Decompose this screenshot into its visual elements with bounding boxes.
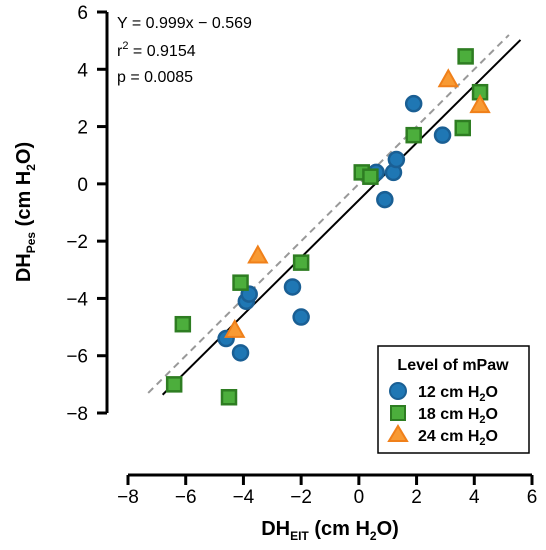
y-tick-label: 2 <box>77 118 88 139</box>
r-squared: r2 = 0.9154 <box>117 40 196 60</box>
x-tick-label: 0 <box>354 487 365 508</box>
point-24cm <box>247 244 269 264</box>
point-18cm <box>362 168 379 185</box>
point-24cm <box>224 318 246 338</box>
point-18cm <box>232 274 249 291</box>
legend: Level of mPaw 12 cm H2O 18 cm H2O 24 cm … <box>377 345 530 454</box>
point-18cm <box>220 388 238 406</box>
point-24cm <box>469 94 491 114</box>
legend-label-24: 24 cm H2O <box>418 428 498 448</box>
legend-label-18: 18 cm H2O <box>418 406 498 426</box>
x-tick-label: −2 <box>290 487 312 508</box>
point-18cm <box>165 376 183 393</box>
point-12cm <box>231 344 250 362</box>
x-tick-label: 6 <box>527 487 538 508</box>
point-18cm <box>454 119 471 137</box>
x-tick-label: −8 <box>117 487 139 508</box>
legend-entry-24: 24 cm H2O <box>387 424 498 448</box>
point-18cm <box>457 48 474 65</box>
point-24cm <box>437 68 460 88</box>
legend-entry-12: 12 cm H2O <box>389 382 498 404</box>
legend-entry-18: 18 cm H2O <box>390 405 498 426</box>
regression-equation: Y = 0.999x − 0.569 <box>117 15 252 32</box>
point-18cm <box>405 126 422 144</box>
legend-circle-marker <box>389 382 407 400</box>
point-12cm <box>433 126 452 144</box>
point-12cm <box>376 190 394 209</box>
legend-title: Level of mPaw <box>397 357 509 374</box>
point-12cm <box>387 150 406 169</box>
legend-triangle-marker <box>387 424 409 442</box>
y-tick-label: −8 <box>66 404 88 425</box>
point-12cm <box>404 94 423 113</box>
y-tick-label: 6 <box>77 3 88 24</box>
identity-line <box>147 34 510 394</box>
data-points <box>165 48 491 406</box>
reference-lines <box>147 34 522 396</box>
point-18cm <box>292 254 310 271</box>
x-tick-label: 4 <box>469 487 480 508</box>
x-tick-label: −4 <box>233 487 255 508</box>
x-tick-label: 2 <box>411 487 422 508</box>
x-axis-title: DHEIT (cm H2O) <box>261 518 399 543</box>
y-tick-label: 4 <box>77 60 88 81</box>
point-12cm <box>292 308 310 326</box>
x-tick-label: −6 <box>175 487 197 508</box>
point-12cm <box>283 278 302 296</box>
y-axis-ticks: −8 −6 −4 −2 0 2 4 6 <box>66 3 107 425</box>
legend-label-12: 12 cm H2O <box>418 384 498 404</box>
x-axis-ticks: −8 −6 −4 −2 0 2 4 6 <box>117 475 537 508</box>
y-tick-label: −4 <box>66 289 88 310</box>
point-18cm <box>174 315 192 333</box>
y-tick-label: 0 <box>77 175 88 196</box>
legend-square-marker <box>390 405 406 421</box>
y-tick-label: −2 <box>66 232 88 253</box>
regression-line <box>161 39 522 396</box>
y-tick-label: −6 <box>66 347 88 368</box>
y-axis-title: DHPes (cm H2O) <box>13 142 38 282</box>
regression-stats: Y = 0.999x − 0.569 r2 = 0.9154 p = 0.008… <box>117 15 252 86</box>
p-value: p = 0.0085 <box>117 69 193 86</box>
